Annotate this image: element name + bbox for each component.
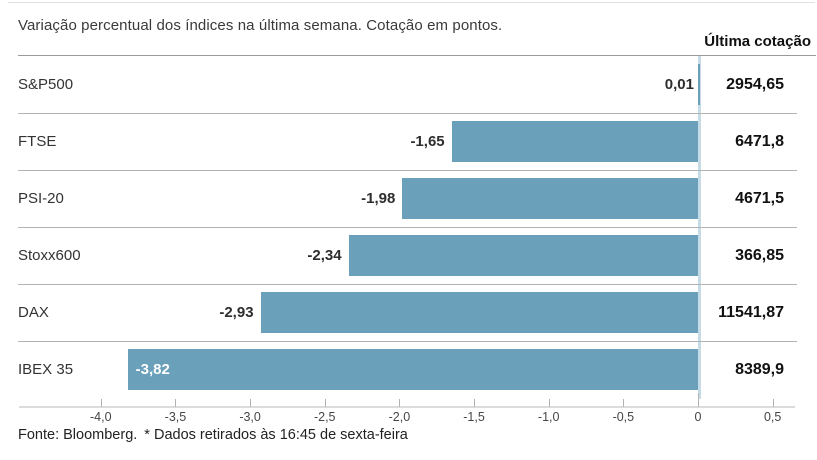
x-axis-tick-label: -0,5	[612, 410, 635, 424]
x-axis-tick	[175, 399, 177, 407]
row-separator-line	[18, 113, 797, 114]
index-label: FTSE	[18, 133, 57, 150]
row-separator-line	[18, 341, 797, 342]
footer-source: Fonte: Bloomberg.	[18, 427, 138, 443]
variation-bar	[451, 121, 698, 162]
variation-value-label: 0,01	[664, 76, 694, 93]
last-quote-value: 2954,65	[726, 76, 784, 93]
x-axis-tick	[698, 393, 699, 407]
footer-note: * Dados retirados às 16:45 de sexta-feir…	[144, 427, 408, 443]
variation-value-label: -2,34	[307, 247, 342, 264]
x-axis-tick	[623, 399, 625, 407]
row-separator-line	[18, 284, 797, 285]
x-axis-tick-label: -4,0	[90, 410, 112, 424]
x-axis-tick-label: -1,0	[537, 410, 560, 424]
last-quote-value: 6471,8	[735, 133, 784, 150]
index-row-ftse: FTSE -1,65 6471,8	[0, 113, 817, 170]
x-axis-tick	[250, 399, 252, 407]
variation-bar	[260, 292, 698, 333]
x-axis-tick-label: 0	[694, 410, 702, 424]
variation-value-label: -1,65	[410, 133, 445, 150]
index-row-s-p500: S&P500 0,01 2954,65	[0, 56, 817, 113]
x-axis-tick-label: 0,5	[763, 410, 782, 424]
x-axis-line	[19, 406, 795, 408]
x-axis-tick	[399, 399, 401, 407]
last-quote-value: 11541,87	[718, 304, 784, 321]
index-row-psi-20: PSI-20 -1,98 4671,5	[0, 170, 817, 227]
last-quote-value: 366,85	[735, 247, 784, 264]
x-axis-tick	[474, 399, 476, 407]
x-axis-tick	[548, 399, 550, 407]
index-row-ibex-35: IBEX 35 -3,82 8389,9	[0, 341, 817, 398]
chart-title: Variação percentual dos índices na últim…	[18, 17, 503, 34]
variation-value-label: -3,82	[135, 361, 170, 378]
variation-bar	[698, 64, 700, 105]
x-axis-tick	[100, 399, 102, 407]
variation-value-label: -2,93	[219, 304, 254, 321]
quote-column-header: Última cotação	[704, 33, 811, 50]
variation-value-label: -1,98	[361, 190, 396, 207]
last-quote-value: 4671,5	[735, 190, 784, 207]
x-axis-tick-label: -3,5	[164, 410, 187, 424]
variation-bar	[127, 349, 698, 390]
variation-bar	[402, 178, 698, 219]
row-separator-line	[18, 170, 797, 171]
footer: Fonte: Bloomberg. * Dados retirados às 16…	[18, 427, 408, 443]
last-quote-value: 8389,9	[735, 361, 784, 378]
header-divider-line	[18, 55, 816, 56]
index-row-dax: DAX -2,93 11541,87	[0, 284, 817, 341]
index-label: S&P500	[18, 76, 74, 93]
variation-bar	[348, 235, 698, 276]
index-label: Stoxx600	[18, 247, 81, 264]
top-border-line	[8, 2, 815, 3]
x-axis-tick-label: -2,5	[313, 410, 336, 424]
x-axis-tick-label: -2,0	[388, 410, 411, 424]
index-label: DAX	[18, 304, 49, 321]
row-separator-line	[18, 227, 797, 228]
index-label: PSI-20	[18, 190, 64, 207]
x-axis-tick	[324, 399, 326, 407]
x-axis-tick-label: -3,0	[239, 410, 261, 424]
index-row-stoxx600: Stoxx600 -2,34 366,85	[0, 227, 817, 284]
x-axis-tick	[772, 399, 774, 407]
x-axis-tick-label: -1,5	[463, 410, 485, 424]
index-label: IBEX 35	[18, 361, 74, 378]
